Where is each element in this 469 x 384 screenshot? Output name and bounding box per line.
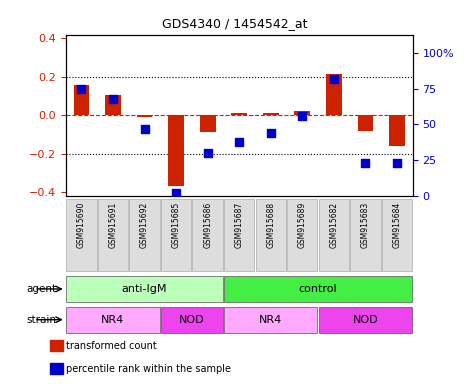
Point	[330, 76, 338, 82]
Point	[362, 160, 369, 166]
Point	[299, 113, 306, 119]
Bar	[136, 115, 152, 117]
Text: anti-IgM: anti-IgM	[122, 284, 167, 294]
Text: GSM915687: GSM915687	[234, 202, 244, 248]
Point	[172, 190, 180, 196]
FancyBboxPatch shape	[224, 307, 318, 333]
Bar	[200, 115, 216, 132]
Text: GSM915686: GSM915686	[203, 202, 212, 248]
Bar	[263, 113, 279, 115]
Bar	[326, 74, 342, 115]
FancyBboxPatch shape	[319, 307, 412, 333]
Text: control: control	[299, 284, 337, 294]
Text: GSM915688: GSM915688	[266, 202, 275, 248]
Text: NR4: NR4	[259, 314, 282, 325]
Point	[141, 126, 148, 132]
FancyBboxPatch shape	[66, 199, 97, 271]
FancyBboxPatch shape	[350, 199, 380, 271]
Point	[267, 130, 274, 136]
FancyBboxPatch shape	[224, 199, 254, 271]
Text: GSM915691: GSM915691	[108, 202, 118, 248]
FancyBboxPatch shape	[66, 276, 223, 302]
Point	[204, 150, 212, 156]
Point	[393, 160, 401, 166]
FancyBboxPatch shape	[224, 276, 412, 302]
FancyBboxPatch shape	[192, 199, 223, 271]
Point	[235, 139, 243, 145]
Bar	[295, 111, 310, 115]
Bar	[105, 95, 121, 115]
Text: NOD: NOD	[179, 314, 204, 325]
Text: GSM915690: GSM915690	[77, 202, 86, 248]
FancyBboxPatch shape	[287, 199, 318, 271]
FancyBboxPatch shape	[66, 307, 159, 333]
Text: GSM915682: GSM915682	[329, 202, 338, 248]
Text: percentile rank within the sample: percentile rank within the sample	[66, 364, 231, 374]
Text: strain: strain	[26, 314, 56, 325]
FancyBboxPatch shape	[256, 199, 286, 271]
Text: NOD: NOD	[353, 314, 378, 325]
Bar	[389, 115, 405, 146]
Bar	[357, 115, 373, 131]
Text: transformed count: transformed count	[66, 341, 157, 351]
Text: GSM915692: GSM915692	[140, 202, 149, 248]
FancyBboxPatch shape	[382, 199, 412, 271]
Text: GSM915684: GSM915684	[393, 202, 401, 248]
FancyBboxPatch shape	[98, 199, 128, 271]
Bar	[74, 86, 89, 115]
Text: GSM915689: GSM915689	[298, 202, 307, 248]
Bar	[168, 115, 184, 186]
Text: GSM915685: GSM915685	[172, 202, 181, 248]
Point	[109, 96, 117, 102]
Bar	[231, 113, 247, 115]
Text: agent: agent	[26, 284, 56, 294]
Text: GDS4340 / 1454542_at: GDS4340 / 1454542_at	[162, 17, 307, 30]
Bar	[50, 363, 62, 374]
FancyBboxPatch shape	[319, 199, 349, 271]
Text: NR4: NR4	[101, 314, 125, 325]
FancyBboxPatch shape	[161, 307, 223, 333]
FancyBboxPatch shape	[161, 199, 191, 271]
FancyBboxPatch shape	[129, 199, 159, 271]
Text: GSM915683: GSM915683	[361, 202, 370, 248]
Bar	[50, 340, 62, 351]
Point	[78, 86, 85, 92]
